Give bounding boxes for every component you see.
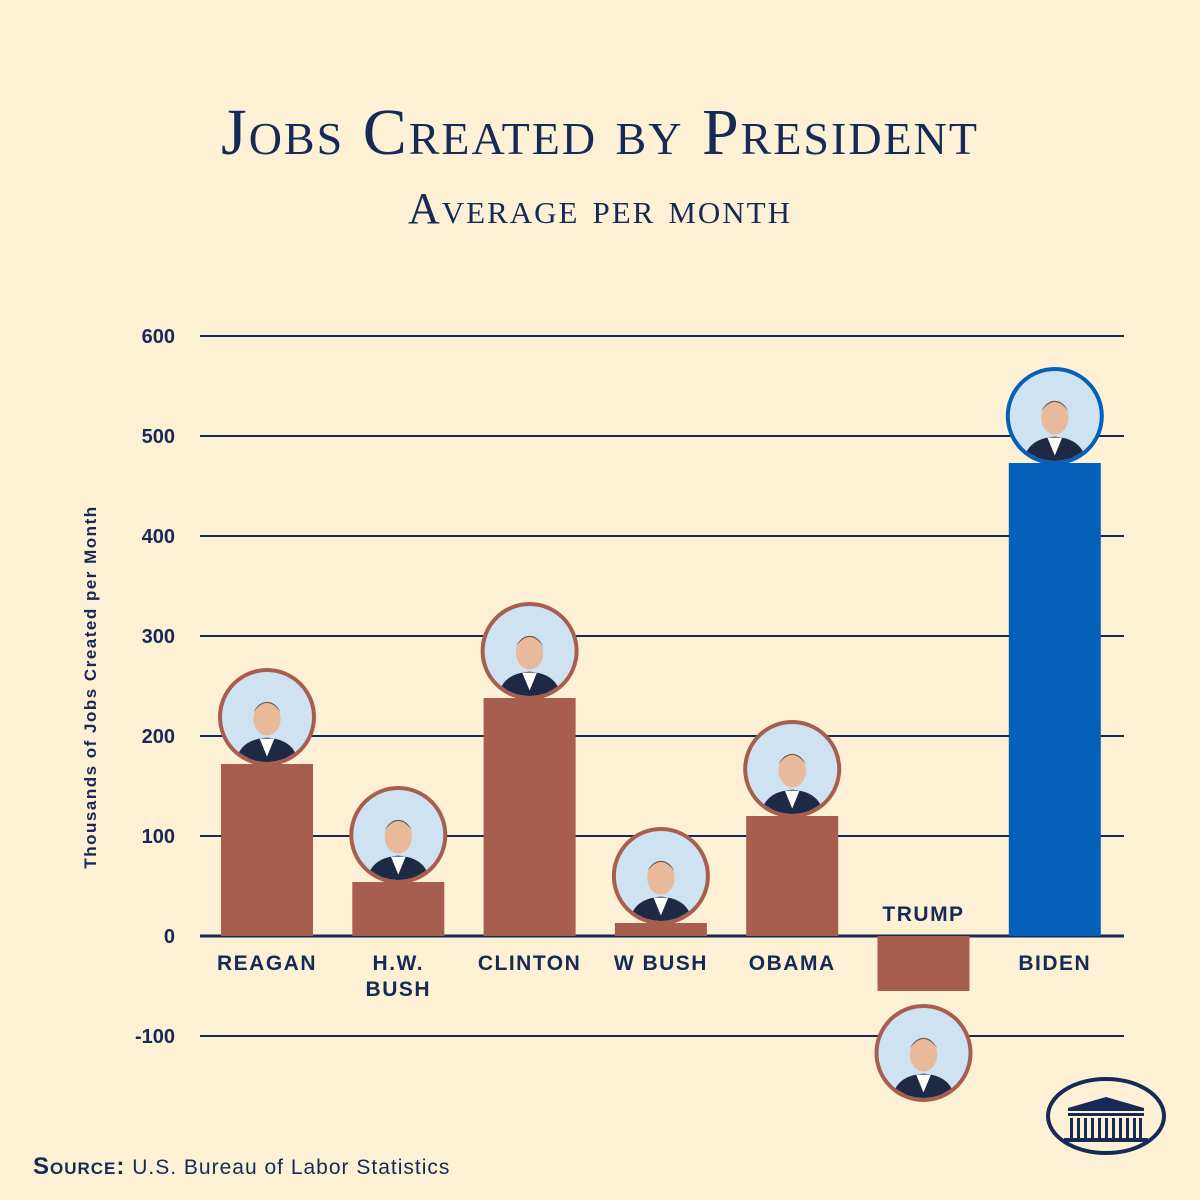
y-axis-label: Thousands of Jobs Created per Month [81,505,100,868]
y-tick-label: 100 [142,826,175,848]
y-tick-label: 400 [142,526,175,548]
bar-w-bush [614,923,707,936]
source-note: Source: U.S. Bureau of Labor Statistics [33,1153,450,1181]
bar-obama [746,816,839,936]
bar-clinton [483,698,576,936]
category-label-line: H.W. [373,952,425,975]
white-house-logo-icon [1046,1077,1166,1155]
category-label: CLINTON [478,952,581,975]
president-portrait-icon [480,602,579,700]
category-label-line: REAGAN [217,952,317,975]
category-label: OBAMA [749,952,836,975]
source-text: U.S. Bureau of Labor Statistics [132,1156,451,1179]
category-label: BIDEN [1018,952,1091,975]
president-portrait-icon [218,668,316,766]
category-label-line: TRUMP [882,903,964,926]
y-tick-label: 300 [142,626,175,648]
president-portrait-icon [1005,367,1104,465]
category-label: REAGAN [217,952,317,975]
y-tick-label: 0 [164,926,175,948]
bar-reagan [221,764,313,936]
category-label-line: BIDEN [1018,952,1091,975]
president-portrait-icon [743,720,842,818]
source-label: Source: [33,1153,126,1180]
bar-chart: -100 0 100 200 300 400 500 600 REAGAN H.W. BUSH CL… [81,326,1124,1102]
president-portrait-icon [874,1004,973,1102]
category-label-line: OBAMA [749,952,836,975]
chart-title: Jobs Created by President [221,96,979,169]
category-label: W BUSH [614,952,708,975]
category-label: H.W. BUSH [366,952,432,1001]
category-label-line: CLINTON [478,952,581,975]
y-tick-label: -100 [135,1026,175,1048]
bar-h-w-bush [352,882,445,936]
category-label: TRUMP [882,903,964,926]
bar-trump [877,936,970,991]
president-portrait-icon [611,827,710,925]
president-portrait-icon [349,786,448,884]
y-tick-label: 600 [142,326,175,348]
y-tick-label: 200 [142,726,175,748]
bar-biden [1008,463,1101,936]
y-tick-label: 500 [142,426,175,448]
chart-subtitle: Average per month [407,184,792,233]
category-label-line: BUSH [366,978,432,1001]
category-label-line: W BUSH [614,952,708,975]
